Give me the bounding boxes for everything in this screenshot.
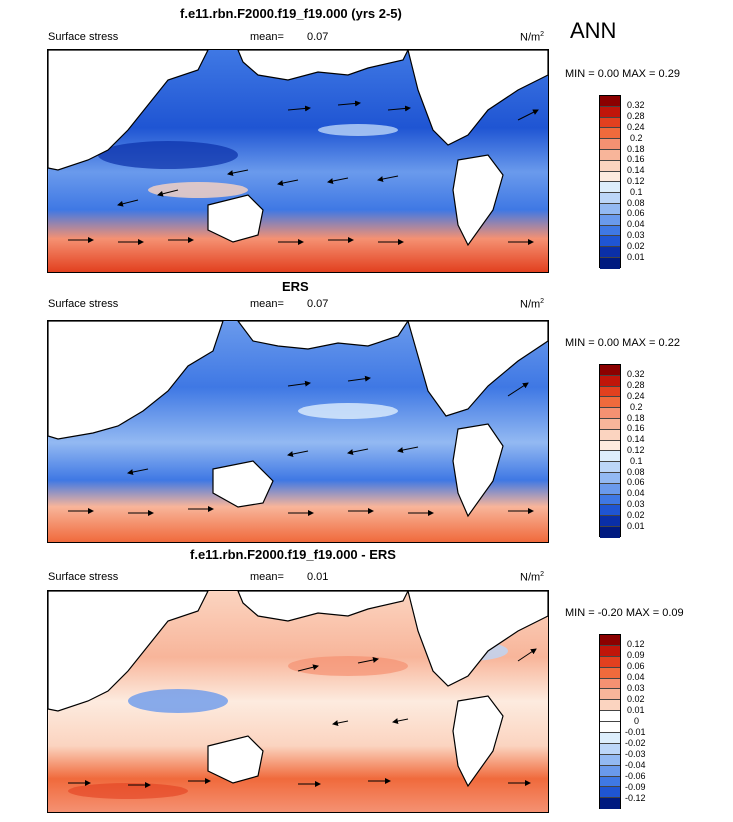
colorbar-tick: 0.01 [627, 705, 645, 715]
mean-label: mean= [250, 31, 284, 43]
map-graphic [48, 321, 548, 542]
mean-label: mean= [250, 298, 284, 310]
field-label: Surface stress [48, 571, 119, 583]
colorbar-tick: 0 [634, 716, 640, 726]
colorbar-tick: 0.04 [627, 219, 645, 229]
colorbar-tick: 0.1 [630, 187, 643, 197]
field-label: Surface stress [48, 31, 119, 43]
colorbar-tick: -0.01 [625, 727, 646, 737]
colorbar-tick: 0.32 [627, 369, 645, 379]
colorbar [599, 634, 621, 810]
map-graphic [48, 50, 548, 272]
colorbar-tick: 0.01 [627, 252, 645, 262]
season-label: ANN [570, 18, 617, 43]
map-panel-observed [47, 320, 549, 543]
colorbar-tick: 0.08 [627, 467, 645, 477]
colorbar-tick: 0.24 [627, 122, 645, 132]
colorbar-tick: -0.03 [625, 749, 646, 759]
colorbar-tick: -0.02 [625, 738, 646, 748]
colorbar-tick: -0.09 [625, 782, 646, 792]
colorbar-tick: 0.04 [627, 488, 645, 498]
map-graphic [48, 591, 548, 812]
colorbar-tick: 0.03 [627, 499, 645, 509]
colorbar-tick: 0.28 [627, 111, 645, 121]
colorbar-tick: 0.09 [627, 650, 645, 660]
colorbar-tick: 0.2 [630, 402, 643, 412]
colorbar-tick: 0.02 [627, 694, 645, 704]
colorbar-tick: 0.32 [627, 100, 645, 110]
colorbar-tick: 0.01 [627, 521, 645, 531]
colorbar-tick: 0.14 [627, 434, 645, 444]
colorbar-tick: 0.06 [627, 477, 645, 487]
colorbar-tick: 0.16 [627, 154, 645, 164]
colorbar-tick: 0.12 [627, 445, 645, 455]
colorbar-tick: 0.14 [627, 165, 645, 175]
units-label: N/m2 [520, 298, 545, 311]
mean-value: 0.07 [307, 31, 329, 43]
colorbar-tick: 0.12 [627, 639, 645, 649]
mean-value: 0.07 [307, 298, 329, 310]
panel-title: f.e11.rbn.F2000.f19_f19.000 (yrs 2-5) [180, 6, 402, 21]
colorbar-tick: 0.02 [627, 510, 645, 520]
colorbar-tick: 0.28 [627, 380, 645, 390]
mean-value: 0.01 [307, 571, 329, 583]
colorbar-tick: 0.24 [627, 391, 645, 401]
colorbar-tick: 0.1 [630, 456, 643, 466]
colorbar-tick: -0.04 [625, 760, 646, 770]
colorbar-tick: 0.02 [627, 241, 645, 251]
colorbar-tick: 0.04 [627, 672, 645, 682]
colorbar-tick: 0.18 [627, 413, 645, 423]
colorbar-tick: 0.06 [627, 661, 645, 671]
colorbar-tick: 0.08 [627, 198, 645, 208]
colorbar-tick: 0.06 [627, 208, 645, 218]
panel-title: f.e11.rbn.F2000.f19_f19.000 - ERS [190, 547, 396, 562]
minmax-label: MIN = -0.20 MAX = 0.09 [565, 607, 684, 619]
minmax-label: MIN = 0.00 MAX = 0.29 [565, 68, 680, 80]
colorbar [599, 95, 621, 269]
map-panel-model [47, 49, 549, 273]
panel-title: ERS [282, 279, 309, 294]
colorbar-tick: 0.2 [630, 133, 643, 143]
map-panel-difference [47, 590, 549, 813]
field-label: Surface stress [48, 298, 119, 310]
units-label: N/m2 [520, 571, 545, 584]
minmax-label: MIN = 0.00 MAX = 0.22 [565, 337, 680, 349]
units-label: N/m2 [520, 31, 545, 44]
colorbar-tick: -0.06 [625, 771, 646, 781]
mean-label: mean= [250, 571, 284, 583]
colorbar-tick: 0.03 [627, 230, 645, 240]
colorbar-tick: -0.12 [625, 793, 646, 803]
colorbar-tick: 0.12 [627, 176, 645, 186]
colorbar-tick: 0.16 [627, 423, 645, 433]
colorbar [599, 364, 621, 538]
colorbar-tick: 0.03 [627, 683, 645, 693]
colorbar-tick: 0.18 [627, 144, 645, 154]
